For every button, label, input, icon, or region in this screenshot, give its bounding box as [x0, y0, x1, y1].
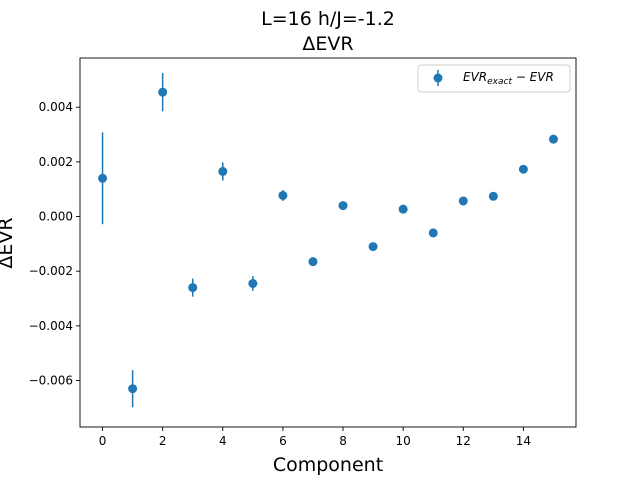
data-point: [398, 204, 408, 214]
data-point: [218, 166, 228, 176]
x-tick-label: 12: [456, 434, 471, 448]
x-tick-label: 2: [159, 434, 167, 448]
y-axis-ticks: −0.006 −0.004 −0.002 0.000 0.002 0.004: [29, 100, 80, 388]
y-tick-label: −0.002: [29, 264, 73, 278]
legend-label-sub: exact: [487, 77, 512, 87]
legend-label-main: EVR: [463, 70, 487, 84]
data-points: [98, 87, 558, 394]
x-tick-label: 4: [219, 434, 227, 448]
y-axis-label: ΔEVR: [0, 217, 17, 268]
legend-box: [417, 64, 571, 93]
data-point: [428, 228, 438, 238]
legend: EVRexact − EVR: [417, 64, 571, 93]
data-point: [128, 384, 138, 394]
x-tick-label: 0: [99, 434, 107, 448]
chart-title-line1: L=16 h/J=-1.2: [261, 8, 395, 30]
y-tick-label: 0.000: [39, 210, 73, 224]
x-axis-ticks: 0 2 4 6 8 10 12 14: [99, 427, 531, 448]
data-point: [338, 201, 348, 211]
data-point: [488, 191, 498, 201]
data-point: [368, 242, 378, 252]
data-point: [98, 173, 108, 183]
y-tick-label: −0.004: [29, 319, 73, 333]
x-tick-label: 10: [396, 434, 411, 448]
data-point: [518, 164, 528, 174]
x-axis-label: Component: [273, 454, 383, 476]
legend-marker: [433, 73, 443, 83]
legend-label: EVRexact − EVR: [463, 70, 554, 87]
data-point: [188, 283, 198, 293]
plot-frame: [79, 57, 577, 428]
x-tick-label: 6: [279, 434, 287, 448]
chart-title-line2: ΔEVR: [302, 33, 353, 55]
data-point: [308, 257, 318, 267]
data-point: [158, 87, 168, 97]
legend-label-rest: − EVR: [512, 70, 554, 84]
y-tick-label: 0.002: [39, 155, 73, 169]
plot-area: [80, 58, 576, 427]
data-point: [278, 190, 288, 200]
y-tick-label: −0.006: [29, 374, 73, 388]
data-point: [548, 134, 558, 144]
x-tick-label: 14: [516, 434, 531, 448]
x-tick-label: 8: [339, 434, 347, 448]
y-tick-label: 0.004: [39, 100, 73, 114]
data-point: [458, 196, 468, 206]
data-point: [248, 279, 258, 288]
